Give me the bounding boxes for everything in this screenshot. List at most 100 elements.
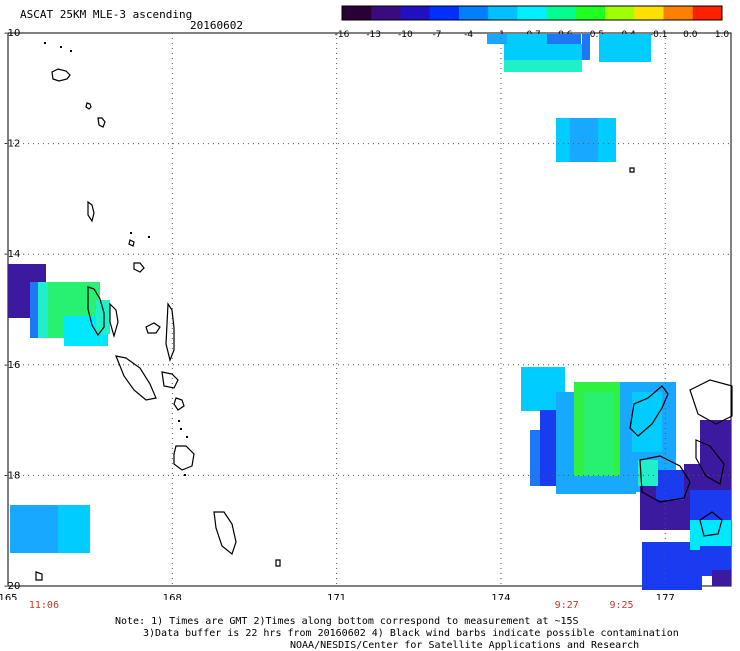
colorbar-swatch	[546, 6, 577, 20]
colorbar-tick-label: -16	[335, 30, 350, 40]
latitude-labels: -10 -12 -14 -16 -18 -20	[4, 28, 20, 592]
coastline-outline	[35, 571, 43, 581]
pass-time-label: 9:27	[554, 600, 579, 611]
latitude-label: -20	[4, 581, 20, 592]
latitude-label: -14	[4, 249, 20, 260]
wind-swath-cell	[556, 476, 636, 494]
longitude-label: 165	[0, 593, 18, 600]
colorbar-swatch	[634, 6, 665, 20]
figure-title: ASCAT 25KM MLE-3 ascending	[20, 8, 193, 21]
graticule	[8, 33, 731, 586]
coastline-outline	[173, 445, 195, 471]
longitude-label: 174	[491, 593, 510, 600]
latitude-label: -10	[4, 28, 20, 39]
wind-swath-cell	[690, 490, 731, 520]
note-line-2: 3)Data buffer is 22 hrs from 20160602 4)…	[143, 628, 679, 639]
latitude-label: -16	[4, 360, 20, 371]
colorbar-tick-label: -4	[464, 30, 473, 40]
coastline-layer	[35, 42, 733, 581]
wind-swath-cell	[540, 410, 556, 486]
wind-swath-cell	[504, 60, 582, 72]
colorbar-swatch	[371, 6, 401, 20]
wind-swath-cell	[638, 460, 658, 486]
coastline-islet	[178, 420, 180, 422]
coastline-islet	[130, 232, 132, 234]
coastline-outline	[87, 200, 95, 223]
longitude-label: 177	[656, 593, 675, 600]
colorbar-swatch	[663, 6, 694, 20]
colorbar-swatch	[400, 6, 431, 20]
coastline-outline	[639, 455, 691, 503]
wind-swath-cell	[584, 392, 614, 476]
map-frame	[7, 32, 732, 587]
coastline-islet	[186, 436, 188, 438]
coastline-outline	[629, 167, 635, 173]
coastline-outline	[85, 102, 92, 110]
coastline-outline	[51, 68, 71, 82]
colorbar-border	[341, 5, 723, 21]
colorbar-swatch	[517, 6, 548, 20]
colorbar-swatch	[488, 6, 518, 20]
coastline-islet	[180, 428, 182, 430]
wind-swath-cell	[507, 34, 547, 44]
wind-swath-cell	[632, 392, 662, 452]
coastline-outline	[213, 511, 237, 556]
coastline-outline	[128, 239, 135, 247]
coastline-outline	[275, 559, 281, 567]
wind-swath-cell	[582, 34, 590, 60]
wind-swath-cell	[700, 420, 731, 466]
figure-date: 20160602	[190, 19, 243, 32]
coastline-outline	[695, 439, 725, 485]
longitude-label: 168	[163, 593, 182, 600]
longitude-label: 171	[327, 593, 346, 600]
coastline-outline	[629, 385, 669, 437]
wind-swath-cell	[570, 118, 598, 162]
latitude-label: -12	[4, 139, 20, 150]
colorbar-swatch	[429, 6, 460, 20]
latitude-label: -18	[4, 470, 20, 481]
colorbar-tick-label: -7	[433, 30, 442, 40]
wind-swath-cell	[656, 470, 688, 500]
wind-swath-cell	[504, 44, 582, 60]
colorbar-tick-label: -0.1	[650, 30, 668, 40]
coastline-islet	[44, 42, 46, 44]
wind-swath-cell	[547, 34, 581, 44]
colorbar-tick-label: 1.0	[715, 30, 730, 40]
pass-time-label: 11:06	[28, 600, 59, 611]
note-line-3: NOAA/NESDIS/Center for Satellite Applica…	[290, 640, 640, 651]
wind-swath-cell	[712, 570, 731, 586]
wind-swath-cell	[599, 34, 651, 62]
pass-time-label: 9:25	[609, 600, 634, 611]
wind-swath-cell	[30, 282, 40, 338]
coastline-outline	[161, 371, 179, 389]
colorbar-swatch	[692, 6, 723, 20]
colorbar-tick-label: 0.0	[683, 30, 698, 40]
longitude-labels: 165 168 171 174 177	[0, 593, 675, 600]
coastline-outline	[689, 379, 733, 425]
coastline-islet	[70, 50, 72, 52]
coastline-outline	[145, 322, 161, 334]
colorbar-swatch	[342, 6, 372, 20]
map-area: 165 168 171 174 177 -10 -12 -14 -16 -18 -20	[0, 28, 733, 600]
colorbar-tick-label: -0.5	[587, 30, 605, 40]
coastline-outline	[109, 302, 119, 339]
wind-swath-cell	[96, 300, 110, 334]
coastline-islet	[60, 46, 62, 48]
coastline-outline	[173, 397, 185, 411]
colorbar-tick-label: -13	[366, 30, 381, 40]
wind-swath-layer	[8, 34, 731, 590]
coastline-islet	[184, 474, 186, 476]
coastline-outline	[699, 511, 723, 537]
coastline-outline	[97, 117, 106, 128]
coastline-outline	[87, 286, 105, 337]
coastline-outline	[165, 302, 175, 362]
note-line-1: Note: 1) Times are GMT 2)Times along bot…	[115, 616, 579, 627]
coastline-outline	[133, 262, 145, 273]
wind-swath-cell	[10, 505, 58, 553]
wind-swath-cell	[38, 282, 48, 338]
coastline-outline	[115, 355, 157, 401]
colorbar-swatch	[575, 6, 606, 20]
colorbar-swatch	[458, 6, 489, 20]
wind-swath-cell	[487, 34, 507, 44]
